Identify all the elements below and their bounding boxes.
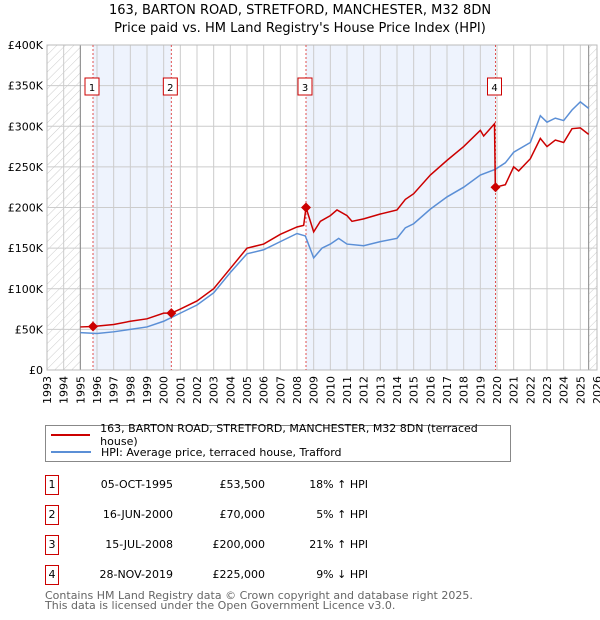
x-tick-label: 2026 (591, 376, 600, 404)
sale-marker-number: 3 (45, 535, 59, 555)
x-tick-label: 2004 (224, 376, 237, 404)
sale-date: 15-JUL-2008 (105, 538, 173, 551)
sale-marker-box (297, 77, 313, 96)
x-tick-label: 2001 (174, 376, 187, 404)
sale-hpi-diff: 21% ↑ HPI (309, 538, 368, 551)
x-tick-label: 2010 (324, 376, 337, 404)
x-tick-label: 2021 (508, 376, 521, 404)
plot-border (46, 44, 598, 371)
sale-point (88, 321, 98, 332)
y-tick-label: £400K (8, 39, 44, 52)
x-tick-label: 2014 (391, 376, 404, 404)
sale-price: £53,500 (219, 478, 266, 491)
sale-marker-box (162, 77, 178, 96)
sale-date: 05-OCT-1995 (100, 478, 173, 491)
x-tick-label: 1997 (108, 376, 121, 404)
x-tick-label: 2003 (208, 376, 221, 404)
x-tick-label: 2022 (524, 376, 537, 404)
footer-line-1: Contains HM Land Registry data © Crown c… (45, 589, 473, 602)
x-tick-label: 1993 (41, 376, 54, 404)
y-tick-label: £150K (8, 242, 44, 255)
x-tick-label: 2008 (291, 376, 304, 404)
x-tick-label: 1996 (91, 376, 104, 404)
sale-marker-label: 3 (302, 83, 308, 94)
sale-marker-box (84, 77, 100, 96)
x-tick-label: 1998 (124, 376, 137, 404)
x-tick-label: 2017 (441, 376, 454, 404)
sale-date: 16-JUN-2000 (102, 508, 173, 521)
sale-price: £225,000 (212, 568, 266, 581)
legend-swatch (51, 451, 91, 453)
sale-row: 4 28-NOV-2019 £225,000 9% ↓ HPI (45, 565, 565, 585)
sale-hpi-diff: 9% ↓ HPI (316, 568, 368, 581)
sale-marker-label: 2 (167, 83, 173, 94)
x-tick-label: 1999 (141, 376, 154, 404)
x-tick-label: 2002 (191, 376, 204, 404)
x-tick-label: 2018 (458, 376, 471, 404)
sale-date: 28-NOV-2019 (99, 568, 173, 581)
sale-price: £70,000 (219, 508, 266, 521)
footer: Contains HM Land Registry data © Crown c… (45, 589, 473, 612)
legend-label: HPI: Average price, terraced house, Traf… (101, 445, 342, 459)
x-tick-label: 2000 (158, 376, 171, 404)
y-tick-label: £0 (29, 364, 43, 377)
chart-title: 163, BARTON ROAD, STRETFORD, MANCHESTER,… (108, 3, 492, 18)
y-tick-label: £100K (8, 283, 44, 296)
sale-row: 3 15-JUL-2008 £200,000 21% ↑ HPI (45, 535, 565, 555)
sale-row: 2 16-JUN-2000 £70,000 5% ↑ HPI (45, 505, 565, 525)
sale-point (166, 308, 177, 319)
sale-marker-number: 2 (45, 505, 59, 525)
y-tick-label: £250K (8, 161, 44, 174)
y-tick-label: £200K (8, 202, 44, 215)
x-tick-label: 2016 (424, 376, 437, 404)
hpi-line (80, 100, 590, 335)
y-tick-label: £300K (8, 120, 44, 133)
x-tick-label: 2007 (274, 376, 287, 404)
chart-subtitle: Price paid vs. HM Land Registry's House … (114, 21, 486, 36)
sale-marker-label: 1 (89, 83, 95, 94)
sale-point (490, 182, 501, 193)
y-tick-label: £350K (8, 80, 44, 93)
legend-item-hpi: HPI: Average price, terraced house, Traf… (46, 444, 342, 460)
x-tick-label: 2019 (474, 376, 487, 404)
sale-price: £200,000 (212, 538, 266, 551)
sale-marker-label: 4 (491, 83, 497, 94)
sale-hpi-diff: 5% ↑ HPI (316, 508, 368, 521)
price-chart: 1993 1994 1995 1996 1997 1998 1999 2000 2001 2002… (8, 39, 600, 404)
x-tick-label: 2009 (308, 376, 321, 404)
x-tick-label: 2013 (374, 376, 387, 404)
footer-line-2: This data is licensed under the Open Gov… (45, 599, 396, 612)
legend-item-property: 163, BARTON ROAD, STRETFORD, MANCHESTER,… (46, 422, 510, 448)
x-tick-label: 2024 (558, 376, 571, 404)
x-tick-label: 2023 (541, 376, 554, 404)
sale-marker-number: 1 (45, 475, 59, 495)
legend-label: 163, BARTON ROAD, STRETFORD, MANCHESTER,… (100, 422, 478, 448)
sale-marker-box (487, 77, 502, 96)
x-tick-label: 1995 (74, 376, 87, 404)
x-tick-label: 2020 (491, 376, 504, 404)
x-tick-label: 2005 (241, 376, 254, 404)
property-price-line (80, 121, 590, 328)
x-tick-label: 2006 (258, 376, 271, 404)
x-tick-label: 1994 (58, 376, 71, 404)
sale-hpi-diff: 18% ↑ HPI (309, 478, 368, 491)
sale-point (301, 202, 311, 213)
legend-swatch (51, 434, 91, 436)
y-tick-label: £50K (15, 323, 44, 336)
sale-marker-number: 4 (45, 565, 59, 585)
x-tick-label: 2015 (408, 376, 421, 404)
legend: 163, BARTON ROAD, STRETFORD, MANCHESTER,… (45, 422, 511, 462)
x-tick-label: 2025 (574, 376, 587, 404)
sale-row: 1 05-OCT-1995 £53,500 18% ↑ HPI (45, 475, 565, 495)
x-tick-label: 2011 (341, 376, 354, 404)
x-tick-label: 2012 (358, 376, 371, 404)
